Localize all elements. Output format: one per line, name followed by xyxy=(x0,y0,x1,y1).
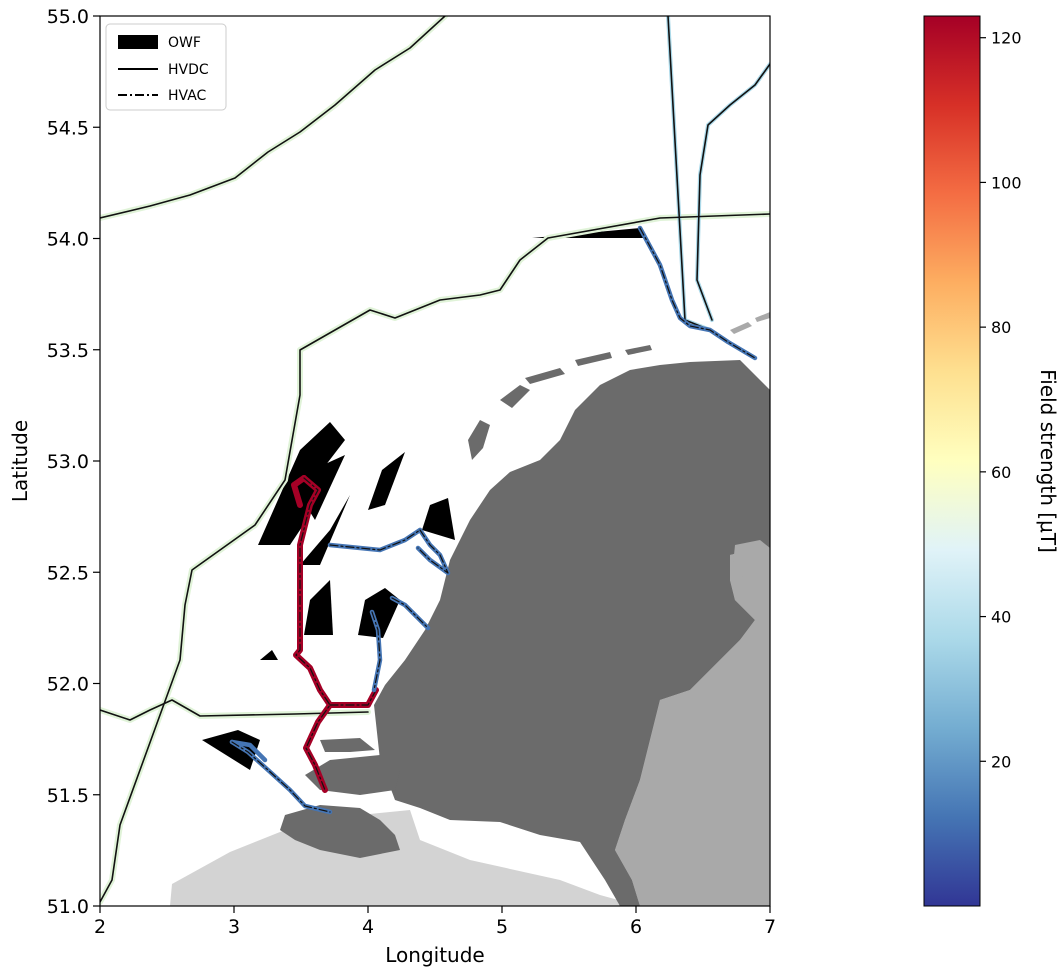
x-axis: 2 3 4 5 6 7 xyxy=(94,906,776,938)
map-plot-area xyxy=(100,16,770,906)
german-island xyxy=(730,322,752,334)
legend-label-owf: OWF xyxy=(168,35,201,51)
x-tick-label: 5 xyxy=(496,916,508,938)
owf-area xyxy=(300,495,350,565)
legend-label-hvac: HVAC xyxy=(168,88,207,104)
y-tick-label: 54.0 xyxy=(47,229,89,251)
y-tick-label: 54.5 xyxy=(47,117,89,139)
wadden-island xyxy=(500,385,530,408)
colorbar: 20 40 60 80 100 120 Field strength [μT] xyxy=(923,15,1060,907)
legend-label-hvdc: HVDC xyxy=(168,62,209,78)
owf-area xyxy=(358,588,400,638)
y-tick-label: 52.0 xyxy=(47,674,89,696)
owf-area xyxy=(368,452,405,510)
x-tick-label: 3 xyxy=(228,916,240,938)
owf-area xyxy=(422,498,455,540)
colorbar-tick-label: 120 xyxy=(991,29,1022,48)
wadden-island xyxy=(525,368,565,384)
wadden-island xyxy=(575,352,612,366)
germany-land xyxy=(615,548,770,906)
x-tick-label: 6 xyxy=(630,916,642,938)
wadden-island xyxy=(468,420,490,460)
owf-area xyxy=(260,650,278,660)
colorbar-tick-label: 100 xyxy=(991,173,1022,192)
colorbar-label: Field strength [μT] xyxy=(1036,369,1060,553)
colorbar-ticks: 20 40 60 80 100 120 xyxy=(980,29,1022,771)
owf-area xyxy=(304,580,333,635)
y-tick-label: 55.0 xyxy=(47,6,89,28)
x-tick-label: 4 xyxy=(362,916,374,938)
zeeland-island xyxy=(280,805,400,858)
colorbar-tick-label: 60 xyxy=(991,463,1011,482)
wadden-island xyxy=(625,345,652,355)
legend: OWF HVDC HVAC xyxy=(105,23,227,111)
legend-owf-swatch xyxy=(118,35,158,49)
netherlands-land xyxy=(374,360,770,906)
colorbar-gradient xyxy=(923,15,981,907)
y-axis: 51.0 51.5 52.0 52.5 53.0 53.5 54.0 54.5 55.0 xyxy=(47,6,100,918)
colorbar-tick-label: 40 xyxy=(991,608,1011,627)
zeeland-island xyxy=(320,738,375,752)
x-tick-label: 2 xyxy=(94,916,106,938)
x-tick-label: 7 xyxy=(764,916,776,938)
y-tick-label: 52.5 xyxy=(47,562,89,584)
colorbar-tick-label: 80 xyxy=(991,318,1011,337)
hvac-cables xyxy=(229,225,758,815)
german-island xyxy=(755,312,770,322)
zeeland-island xyxy=(305,755,400,795)
y-tick-label: 53.5 xyxy=(47,340,89,362)
y-tick-label: 51.0 xyxy=(47,896,89,918)
colorbar-tick-label: 20 xyxy=(991,752,1011,771)
owf-area xyxy=(202,730,260,770)
y-tick-label: 53.0 xyxy=(47,451,89,473)
y-tick-label: 51.5 xyxy=(47,785,89,807)
german-land-small xyxy=(733,540,770,580)
x-axis-label: Longitude xyxy=(385,943,484,967)
y-axis-label: Latitude xyxy=(8,420,32,502)
